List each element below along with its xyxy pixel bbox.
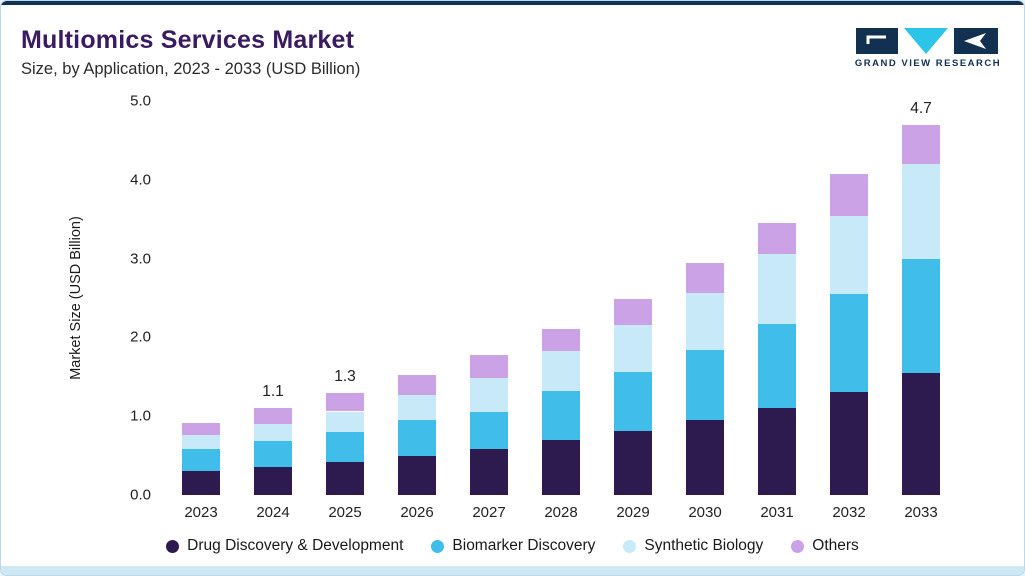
y-tick-label: 3.0	[130, 250, 151, 268]
legend-label: Biomarker Discovery	[452, 537, 596, 554]
legend-item-synthetic-biology: Synthetic Biology	[623, 537, 763, 555]
y-tick-label: 0.0	[130, 486, 151, 504]
bar-segment-synthetic-biology	[398, 394, 436, 421]
bar-segment-synthetic-biology	[182, 435, 220, 450]
legend-dot-icon	[791, 539, 805, 553]
brand-logo-icon	[856, 28, 998, 54]
bar-segment-synthetic-biology	[254, 424, 292, 442]
bar-segment-biomarker-discovery	[470, 412, 508, 450]
legend-label: Synthetic Biology	[644, 537, 764, 554]
bar-segment-synthetic-biology	[902, 164, 940, 259]
bar-segment-drug-discovery-development	[470, 449, 508, 495]
bar-total-label: 4.7	[910, 99, 932, 117]
bar-segment-others	[686, 263, 724, 294]
bar-segment-others	[614, 298, 652, 325]
y-tick-label: 1.0	[130, 407, 151, 425]
bar-segment-others	[758, 223, 796, 254]
legend-dot-icon	[166, 539, 180, 553]
x-tick-label: 2031	[760, 504, 794, 521]
bar-segment-others	[398, 375, 436, 395]
bar-segment-drug-discovery-development	[758, 408, 796, 495]
bar-segment-biomarker-discovery	[614, 372, 652, 432]
x-tick-label: 2023	[184, 504, 218, 521]
bar-segment-biomarker-discovery	[758, 324, 796, 409]
x-tick-label: 2029	[616, 504, 650, 521]
bar-segment-synthetic-biology	[614, 324, 652, 373]
legend-item-biomarker-discovery: Biomarker Discovery	[431, 537, 595, 555]
brand-name: GRAND VIEW RESEARCH	[854, 58, 1002, 69]
bar-segment-drug-discovery-development	[614, 431, 652, 495]
bar-segment-biomarker-discovery	[398, 420, 436, 456]
bar-segment-drug-discovery-development	[182, 471, 220, 495]
bar-segment-drug-discovery-development	[254, 466, 292, 495]
bar-segment-others	[326, 392, 364, 412]
bar-segment-synthetic-biology	[758, 253, 796, 324]
bar-segment-synthetic-biology	[686, 293, 724, 350]
chart-title: Multiomics Services Market	[21, 26, 355, 54]
y-tick-label: 2.0	[130, 328, 151, 346]
brand-logo: GRAND VIEW RESEARCH	[854, 28, 1002, 69]
x-tick-label: 2028	[544, 504, 578, 521]
bar-segment-drug-discovery-development	[398, 455, 436, 495]
bar-segment-others	[254, 408, 292, 425]
x-tick-label: 2032	[832, 504, 866, 521]
bar-segment-synthetic-biology	[542, 350, 580, 391]
legend-label: Others	[812, 537, 859, 554]
bar-segment-synthetic-biology	[326, 411, 364, 432]
bar-segment-others	[830, 174, 868, 217]
bar-segment-synthetic-biology	[470, 378, 508, 413]
bar-total-label: 1.1	[262, 383, 284, 401]
bar-segment-biomarker-discovery	[326, 432, 364, 462]
x-tick-label: 2025	[328, 504, 362, 521]
bar-total-label: 1.3	[334, 367, 356, 385]
y-tick-label: 4.0	[130, 171, 151, 189]
legend-dot-icon	[431, 539, 445, 553]
bar-segment-biomarker-discovery	[182, 449, 220, 472]
legend: Drug Discovery & Development Biomarker Di…	[1, 537, 1024, 555]
bar-segment-others	[182, 422, 220, 436]
x-tick-label: 2027	[472, 504, 506, 521]
bar-segment-drug-discovery-development	[542, 439, 580, 495]
bar-segment-biomarker-discovery	[902, 258, 940, 373]
x-tick-label: 2024	[256, 504, 290, 521]
bar-segment-synthetic-biology	[830, 216, 868, 294]
legend-item-others: Others	[791, 537, 859, 555]
legend-label: Drug Discovery & Development	[187, 537, 404, 554]
bar-segment-drug-discovery-development	[686, 420, 724, 495]
bar-segment-biomarker-discovery	[254, 441, 292, 467]
bottom-accent-bar	[1, 566, 1024, 575]
bar-segment-biomarker-discovery	[686, 350, 724, 421]
bar-segment-others	[542, 328, 580, 351]
y-axis-title: Market Size (USD Billion)	[68, 216, 84, 380]
legend-item-drug-discovery-development: Drug Discovery & Development	[166, 537, 403, 555]
x-tick-label: 2030	[688, 504, 722, 521]
x-tick-label: 2026	[400, 504, 434, 521]
bar-segment-others	[902, 124, 940, 164]
bar-segment-others	[470, 354, 508, 379]
bar-segment-drug-discovery-development	[326, 461, 364, 495]
bar-segment-drug-discovery-development	[830, 391, 868, 495]
x-tick-label: 2033	[904, 504, 938, 521]
top-accent-bar	[1, 1, 1024, 5]
bar-segment-drug-discovery-development	[902, 372, 940, 495]
legend-dot-icon	[623, 539, 637, 553]
bar-segment-biomarker-discovery	[542, 391, 580, 440]
chart-subtitle: Size, by Application, 2023 - 2033 (USD B…	[21, 60, 361, 78]
bar-segment-biomarker-discovery	[830, 294, 868, 392]
y-tick-label: 5.0	[130, 92, 151, 110]
